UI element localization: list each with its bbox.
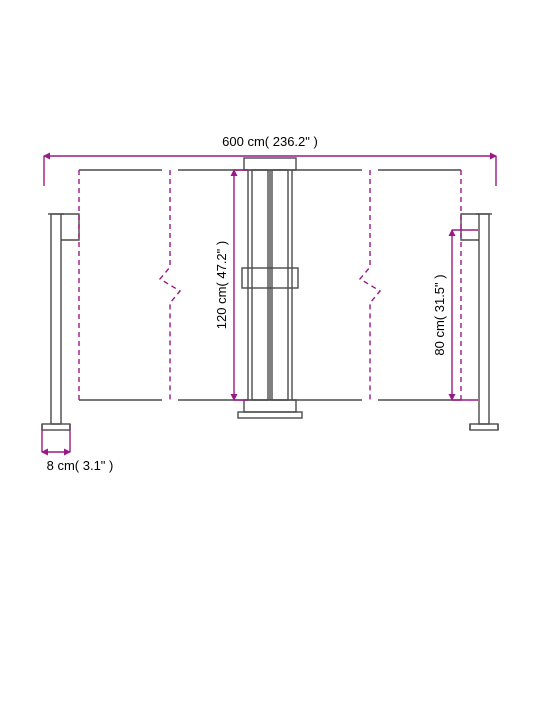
right-height-dimension-label: 80 cm( 31.5" )	[432, 274, 447, 355]
center-height-dimension-label: 120 cm( 47.2" )	[214, 241, 229, 329]
dimension-diagram: 600 cm( 236.2" ) 8 cm( 3.1" ) 120 cm( 47.2…	[0, 0, 540, 720]
width-dimension-label: 600 cm( 236.2" )	[222, 134, 318, 149]
base-dimension-label: 8 cm( 3.1" )	[47, 458, 114, 473]
